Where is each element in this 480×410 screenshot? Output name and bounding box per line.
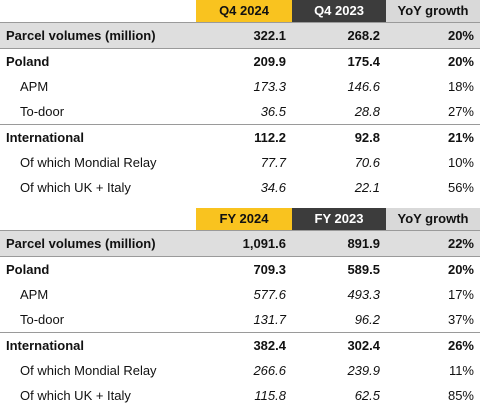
row-label: Of which UK + Italy (20, 180, 131, 195)
row-label: Poland (6, 262, 50, 277)
value-current: 34.6 (260, 180, 286, 195)
value-current: 77.7 (260, 155, 286, 170)
value-current: 709.3 (253, 262, 286, 277)
value-current: 266.6 (253, 363, 286, 378)
table-row: Parcel volumes (million) 322.1 268.2 20% (0, 22, 480, 48)
value-prior: 493.3 (347, 287, 380, 302)
table-row: APM 577.6 493.3 17% (0, 282, 480, 307)
value-current: 173.3 (253, 79, 286, 94)
value-prior: 96.2 (354, 312, 380, 327)
value-current: 322.1 (253, 28, 286, 43)
header-fy-2023: FY 2023 (292, 208, 386, 230)
value-current: 577.6 (253, 287, 286, 302)
row-label: Parcel volumes (million) (6, 236, 156, 251)
value-current: 382.4 (253, 338, 286, 353)
table-row: Of which UK + Italy 34.6 22.1 56% (0, 175, 480, 200)
value-current: 115.8 (254, 388, 286, 403)
value-yoy-growth: 56% (447, 180, 474, 195)
row-label: Of which Mondial Relay (20, 363, 157, 378)
table-row: International 382.4 302.4 26% (0, 332, 480, 358)
value-yoy-growth: 22% (447, 236, 474, 251)
value-current: 36.5 (260, 104, 286, 119)
value-current: 112.2 (254, 130, 286, 145)
table-row: Of which Mondial Relay 266.6 239.9 11% (0, 358, 480, 383)
value-yoy-growth: 21% (447, 130, 474, 145)
value-yoy-growth: 20% (447, 54, 474, 69)
table-row: Of which Mondial Relay 77.7 70.6 10% (0, 150, 480, 175)
row-label: Parcel volumes (million) (6, 28, 156, 43)
value-yoy-growth: 26% (447, 338, 474, 353)
fy-table-header: FY 2024 FY 2023 YoY growth (0, 208, 480, 230)
value-prior: 70.6 (354, 155, 380, 170)
q4-volumes-table: Q4 2024 Q4 2023 YoY growth Parcel volume… (0, 0, 480, 200)
row-label: International (6, 338, 85, 353)
table-row: International 112.2 92.8 21% (0, 124, 480, 150)
value-yoy-growth: 37% (447, 312, 474, 327)
fy-table-body: Parcel volumes (million) 1,091.6 891.9 22% P… (0, 230, 480, 408)
value-prior: 302.4 (347, 338, 380, 353)
value-current: 131.7 (253, 312, 286, 327)
table-row: APM 173.3 146.6 18% (0, 74, 480, 99)
value-prior: 92.8 (354, 130, 380, 145)
row-label: Of which UK + Italy (20, 388, 131, 403)
value-prior: 22.1 (354, 180, 380, 195)
row-label: APM (20, 79, 49, 94)
header-yoy-growth: YoY growth (386, 0, 480, 22)
header-q4-2024: Q4 2024 (196, 0, 292, 22)
table-row: Poland 709.3 589.5 20% (0, 256, 480, 282)
table-row: To-door 131.7 96.2 37% (0, 307, 480, 332)
value-prior: 146.6 (347, 79, 380, 94)
table-row: Parcel volumes (million) 1,091.6 891.9 22% (0, 230, 480, 256)
value-prior: 891.9 (347, 236, 380, 251)
value-prior: 268.2 (347, 28, 380, 43)
value-prior: 239.9 (347, 363, 380, 378)
q4-table-header: Q4 2024 Q4 2023 YoY growth (0, 0, 480, 22)
table-row: Poland 209.9 175.4 20% (0, 48, 480, 74)
table-row: Of which UK + Italy 115.8 62.5 85% (0, 383, 480, 408)
value-yoy-growth: 11% (448, 363, 474, 378)
value-prior: 589.5 (347, 262, 380, 277)
value-current: 1,091.6 (242, 236, 286, 251)
value-prior: 28.8 (354, 104, 380, 119)
table-row: To-door 36.5 28.8 27% (0, 99, 480, 124)
row-label: International (6, 130, 85, 145)
value-yoy-growth: 20% (447, 262, 474, 277)
value-yoy-growth: 85% (447, 388, 474, 403)
value-prior: 175.4 (347, 54, 380, 69)
value-yoy-growth: 20% (447, 28, 474, 43)
header-yoy-growth: YoY growth (386, 208, 480, 230)
value-prior: 62.5 (354, 388, 380, 403)
value-current: 209.9 (253, 54, 286, 69)
fy-volumes-table: FY 2024 FY 2023 YoY growth Parcel volume… (0, 208, 480, 408)
row-label: To-door (20, 104, 65, 119)
q4-table-body: Parcel volumes (million) 322.1 268.2 20% Pol… (0, 22, 480, 200)
value-yoy-growth: 18% (447, 79, 474, 94)
value-yoy-growth: 10% (447, 155, 474, 170)
value-yoy-growth: 17% (447, 287, 474, 302)
value-yoy-growth: 27% (447, 104, 474, 119)
header-fy-2024: FY 2024 (196, 208, 292, 230)
header-q4-2023: Q4 2023 (292, 0, 386, 22)
row-label: Of which Mondial Relay (20, 155, 157, 170)
row-label: APM (20, 287, 49, 302)
row-label: Poland (6, 54, 50, 69)
row-label: To-door (20, 312, 65, 327)
